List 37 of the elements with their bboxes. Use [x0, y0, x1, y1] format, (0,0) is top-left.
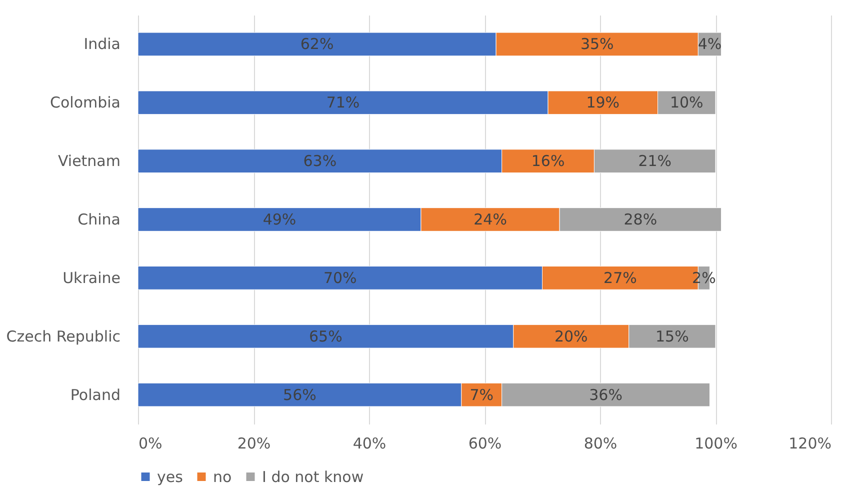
y-tick-label: Poland: [70, 386, 120, 404]
x-tick-label: 60%: [468, 434, 502, 452]
data-label: 19%: [586, 94, 620, 112]
y-tick-label: Ukraine: [62, 268, 120, 287]
legend-label: no: [213, 468, 232, 486]
data-label: 63%: [303, 152, 337, 170]
x-tick-label: 40%: [352, 434, 386, 452]
y-tick-label: Czech Republic: [6, 327, 120, 346]
data-label: 49%: [262, 210, 296, 228]
data-label: 21%: [638, 152, 672, 170]
y-tick-label: China: [78, 210, 120, 228]
data-label: 15%: [656, 327, 689, 346]
x-tick-label: 20%: [237, 434, 271, 452]
data-label: 4%: [698, 35, 722, 54]
x-tick-label: 120%: [788, 434, 832, 452]
data-label: 71%: [326, 94, 360, 112]
x-tick-label: 80%: [584, 434, 618, 452]
data-label: 20%: [554, 327, 588, 346]
data-label: 28%: [624, 210, 658, 228]
legend-label: I do not know: [262, 468, 364, 486]
data-label: 35%: [580, 35, 614, 54]
data-label: 10%: [670, 94, 704, 112]
x-tick-label: 0%: [138, 434, 162, 452]
data-label: 70%: [323, 268, 357, 287]
y-tick-label: Vietnam: [58, 152, 120, 170]
data-label: 7%: [470, 386, 494, 404]
y-tick-label: Colombia: [50, 94, 120, 112]
y-tick-label: India: [84, 35, 120, 54]
data-label: 65%: [309, 327, 342, 346]
x-tick-label: 100%: [694, 434, 738, 452]
data-label: 27%: [604, 268, 637, 287]
data-label: 56%: [283, 386, 316, 404]
data-label: 24%: [474, 210, 507, 228]
data-label: 36%: [589, 386, 622, 404]
data-label: 16%: [531, 152, 565, 170]
data-label: 62%: [300, 35, 334, 54]
legend-label: yes: [157, 468, 184, 486]
